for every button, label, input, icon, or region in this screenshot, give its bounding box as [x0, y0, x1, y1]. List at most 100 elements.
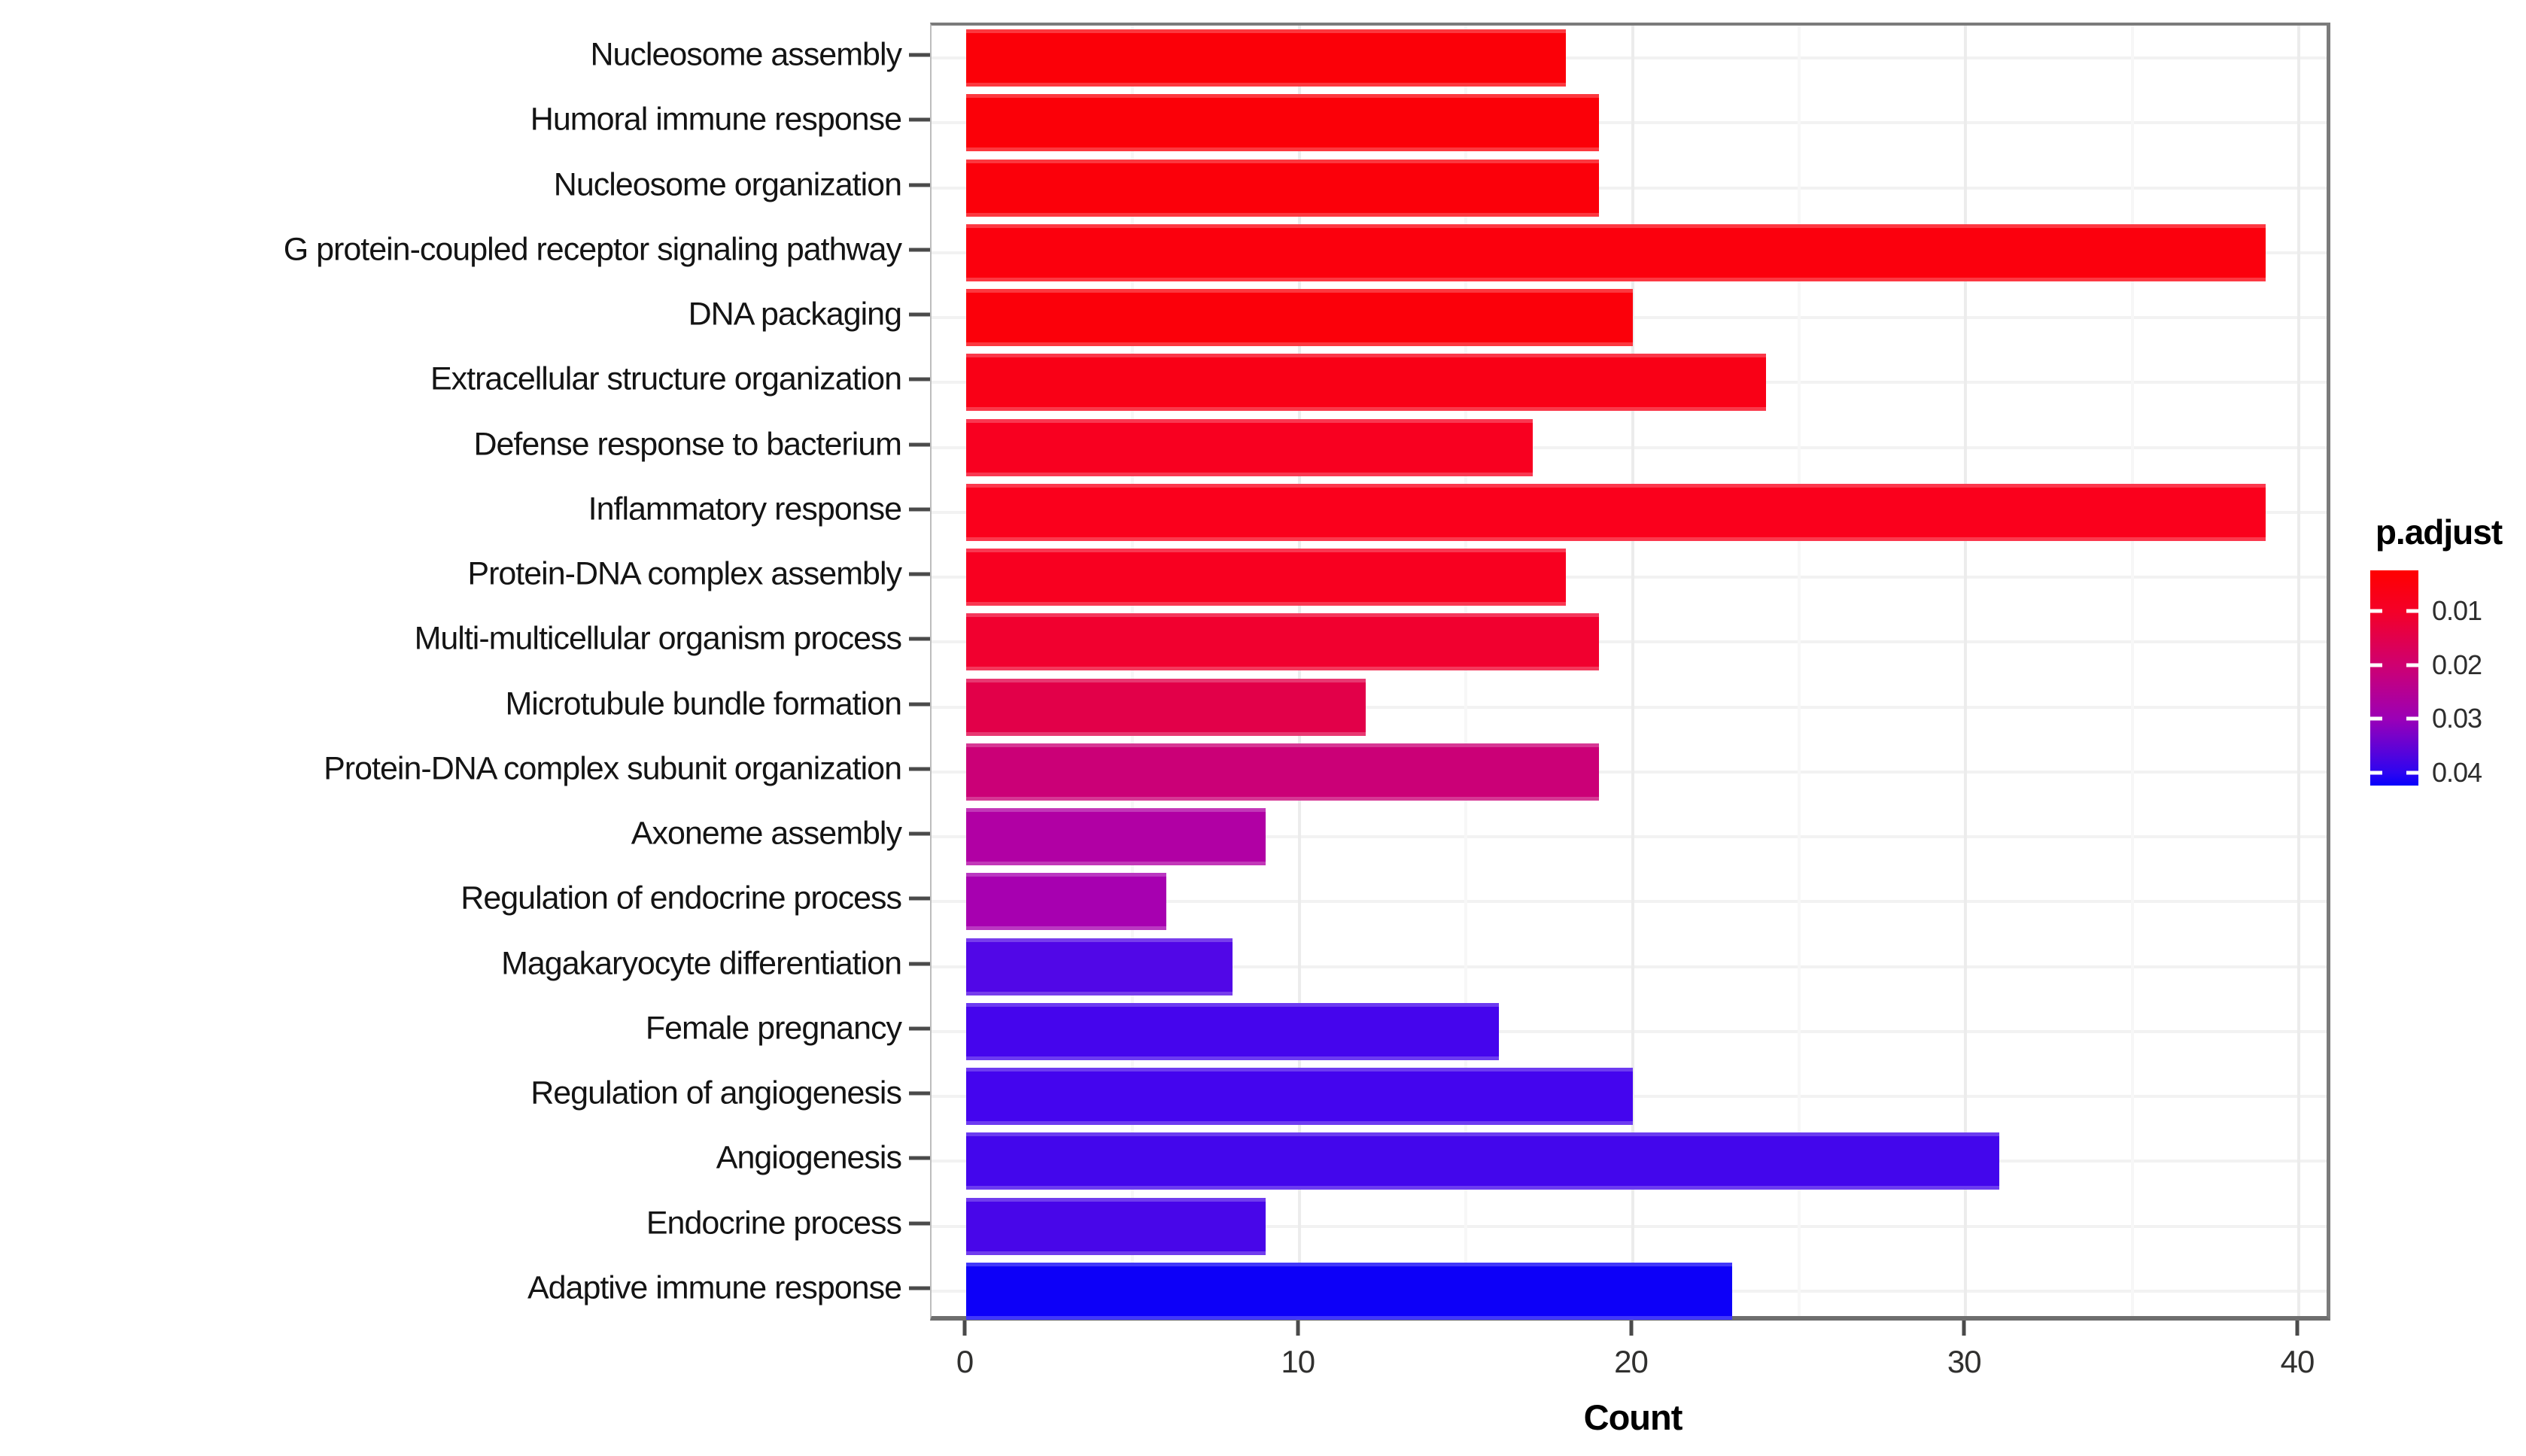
y-tick: [909, 1026, 930, 1031]
category-label: Magakaryocyte differentiation: [501, 945, 902, 982]
y-tick: [909, 183, 930, 187]
y-tick: [909, 1156, 930, 1160]
bar: [966, 94, 1600, 152]
category-label: Defense response to bacterium: [473, 426, 902, 463]
bar: [966, 159, 1600, 217]
gridline-horizontal: [932, 121, 2327, 125]
legend-tick-label: 0.04: [2432, 756, 2482, 788]
category-label: Angiogenesis: [716, 1139, 902, 1176]
legend-tick: [2370, 609, 2382, 613]
x-tick: [962, 1321, 967, 1336]
legend-tick: [2406, 609, 2418, 613]
x-tick-label: 20: [1614, 1344, 1649, 1379]
category-label: Nucleosome assembly: [590, 36, 902, 73]
legend-tick: [2406, 663, 2418, 667]
gridline-horizontal: [932, 770, 2327, 774]
y-tick: [909, 831, 930, 836]
gridline-horizontal: [932, 1029, 2327, 1033]
bar: [966, 418, 1533, 476]
x-tick-label: 0: [956, 1344, 974, 1379]
bar: [966, 678, 1366, 736]
y-tick: [909, 637, 930, 641]
bar: [966, 1132, 1999, 1190]
gridline-vertical-minor: [1797, 26, 1801, 1316]
gridline-horizontal: [932, 445, 2327, 449]
gridline-horizontal: [932, 1224, 2327, 1228]
category-label: Microtubule bundle formation: [505, 685, 902, 722]
category-label: Inflammatory response: [588, 491, 902, 527]
y-tick: [909, 312, 930, 317]
plot-panel: [930, 23, 2330, 1321]
y-tick: [909, 1221, 930, 1226]
category-label: Female pregnancy: [645, 1010, 902, 1047]
bar: [966, 354, 1766, 412]
legend-tick: [2406, 771, 2418, 775]
category-label: Extracellular structure organization: [430, 360, 902, 397]
gridline-horizontal: [932, 900, 2327, 904]
gridline-vertical-major: [1297, 26, 1301, 1316]
y-tick: [909, 896, 930, 901]
y-tick: [909, 248, 930, 252]
legend-tick: [2370, 663, 2382, 667]
gridline-vertical-minor: [1464, 26, 1468, 1316]
category-label: DNA packaging: [688, 296, 902, 333]
bar: [966, 613, 1600, 671]
gridline-vertical-minor: [2130, 26, 2134, 1316]
category-label: Multi-multicellular organism process: [414, 620, 902, 657]
gridline-vertical-major: [2297, 26, 2300, 1316]
y-tick: [909, 1091, 930, 1096]
legend-title: p.adjust: [2375, 512, 2503, 552]
bar: [966, 873, 1166, 931]
category-label: Protein-DNA complex subunit organization: [324, 750, 902, 787]
gridline-horizontal: [932, 186, 2327, 190]
bar: [966, 483, 2266, 541]
y-tick: [909, 117, 930, 122]
bar: [966, 1262, 1733, 1320]
x-tick: [2295, 1321, 2300, 1336]
gridline-vertical-major: [1631, 26, 1634, 1316]
legend-tick: [2370, 771, 2382, 775]
y-tick: [909, 962, 930, 966]
y-tick: [909, 377, 930, 381]
bar: [966, 1002, 1500, 1060]
gridline-vertical-major: [1964, 26, 1968, 1316]
y-tick: [909, 767, 930, 771]
gridline-horizontal: [932, 576, 2327, 579]
legend-tick: [2370, 716, 2382, 721]
legend-tick-label: 0.01: [2432, 595, 2482, 627]
legend-tick-label: 0.03: [2432, 703, 2482, 734]
y-tick: [909, 507, 930, 512]
bar: [966, 743, 1600, 801]
y-tick: [909, 1286, 930, 1290]
x-tick: [1629, 1321, 1633, 1336]
bar: [966, 549, 1566, 606]
gridline-horizontal: [932, 705, 2327, 709]
bar: [966, 29, 1566, 87]
x-tick-label: 30: [1947, 1344, 1982, 1379]
gridline-horizontal: [932, 640, 2327, 644]
x-tick-label: 10: [1281, 1344, 1315, 1379]
category-label: Regulation of endocrine process: [461, 880, 902, 916]
gridline-horizontal: [932, 835, 2327, 839]
category-label: Regulation of angiogenesis: [530, 1075, 902, 1111]
x-tick-label: 40: [2280, 1344, 2315, 1379]
y-tick: [909, 572, 930, 576]
y-tick: [909, 702, 930, 707]
x-tick: [1296, 1321, 1300, 1336]
bar: [966, 808, 1266, 866]
gridline-horizontal: [932, 965, 2327, 968]
bar: [966, 223, 2266, 281]
legend-colorbar: [2370, 570, 2418, 786]
y-tick: [909, 53, 930, 57]
x-tick: [1962, 1321, 1966, 1336]
category-label: Humoral immune response: [530, 101, 902, 138]
category-label: Endocrine process: [646, 1205, 902, 1242]
legend-tick-label: 0.02: [2432, 649, 2482, 680]
bar: [966, 938, 1233, 995]
gridline-horizontal: [932, 56, 2327, 60]
category-label: Adaptive immune response: [527, 1269, 902, 1306]
gridline-vertical-minor: [1131, 26, 1135, 1316]
x-axis-title: Count: [1583, 1397, 1683, 1437]
bar: [966, 1068, 1633, 1126]
